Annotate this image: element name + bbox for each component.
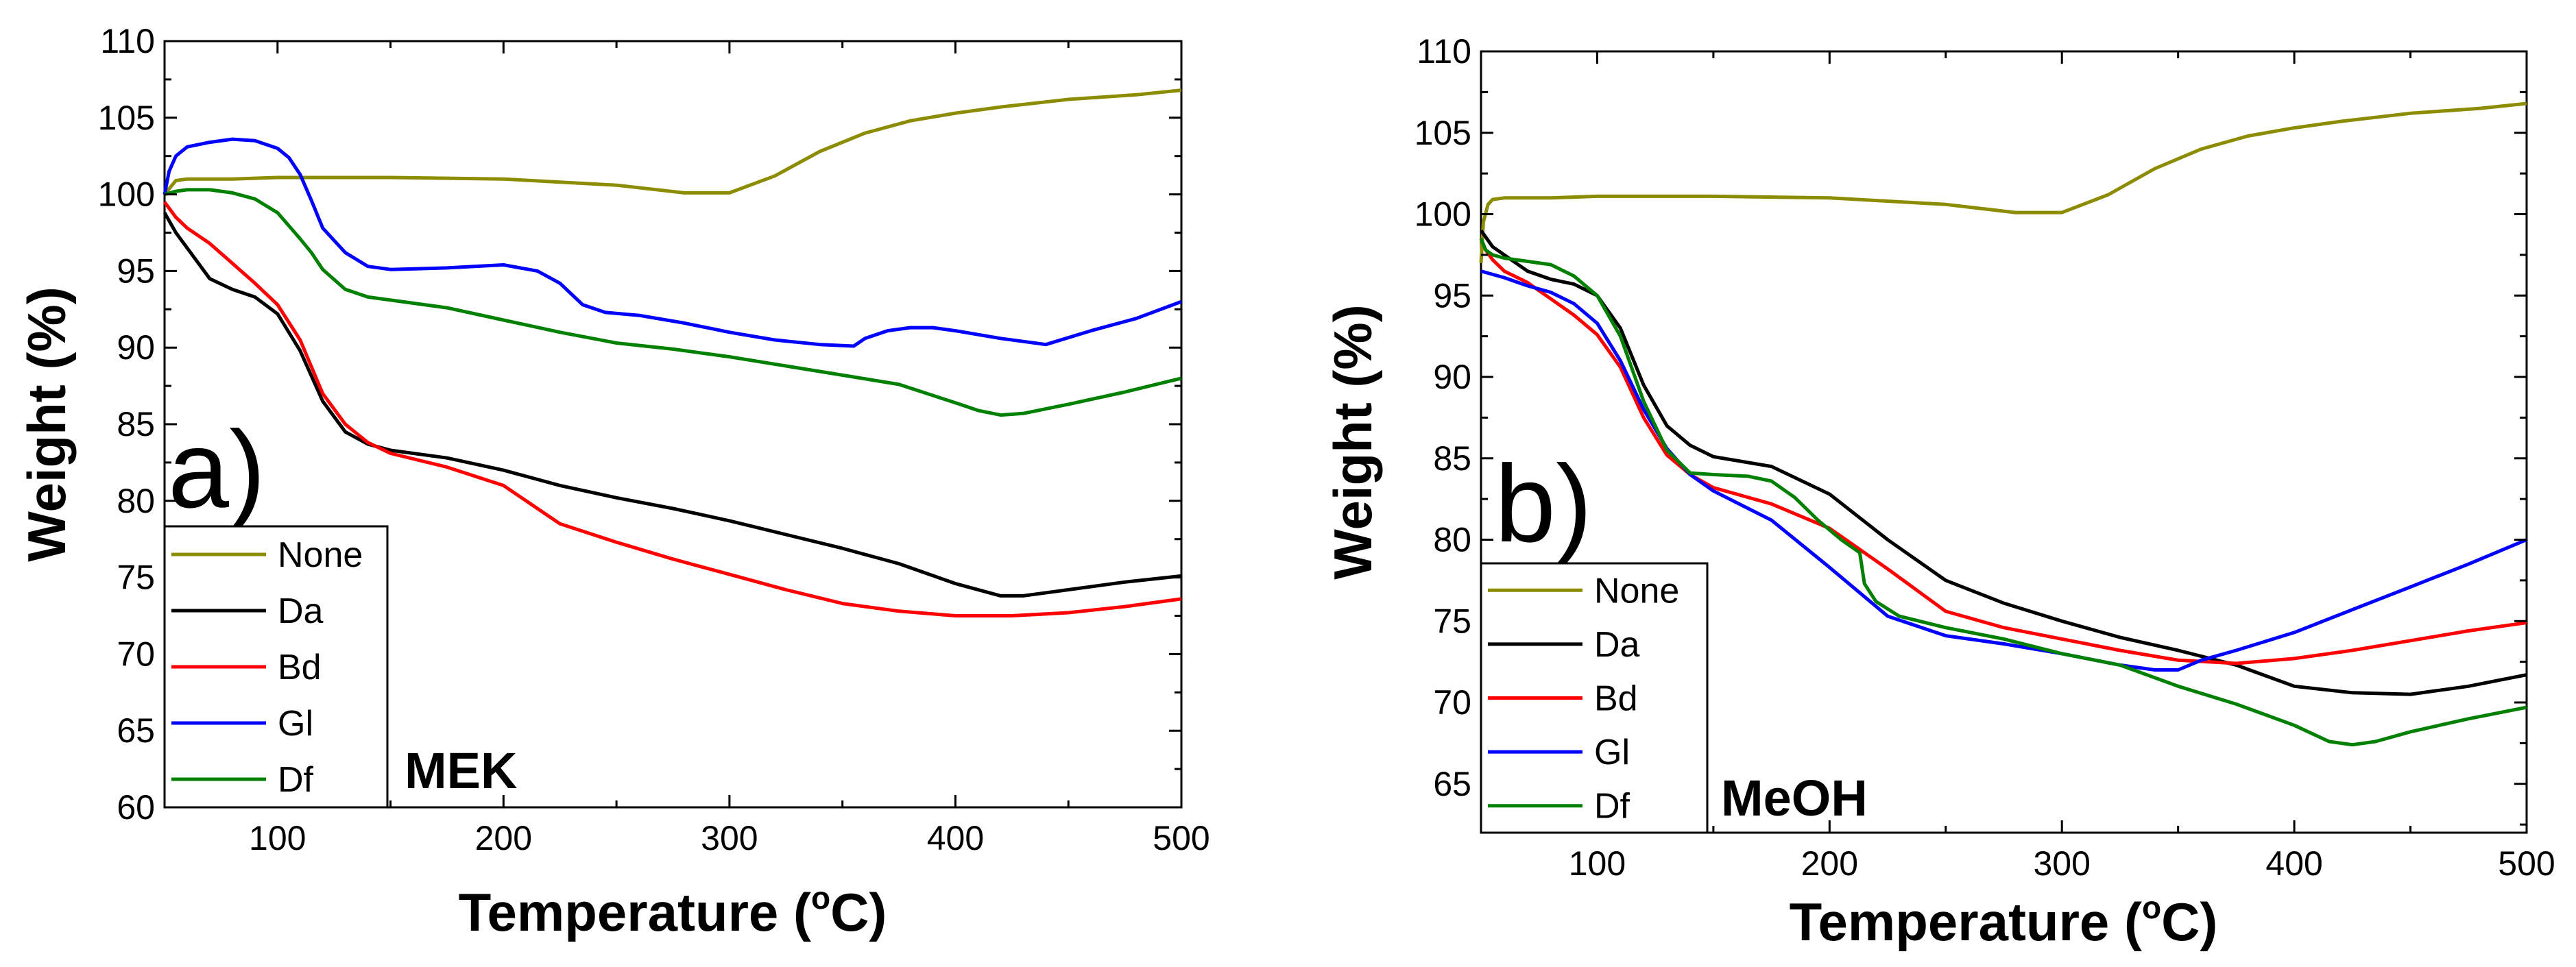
x-axis-title-degree: o [2142,890,2161,925]
y-tick-label: 60 [117,788,155,827]
y-tick-label: 100 [98,175,155,214]
solvent-label: MeOH [1721,770,1868,827]
y-tick-label: 85 [117,405,155,443]
x-axis-title-degree: o [811,880,830,916]
y-tick-label: 90 [1433,358,1471,396]
x-axis-title-unit: C) [2161,892,2217,952]
y-tick-label: 80 [117,482,155,520]
legend-label: Gl [278,704,313,744]
y-tick-label: 95 [117,252,155,290]
y-tick-label: 70 [117,635,155,673]
y-tick-label: 100 [1415,195,1471,234]
x-tick-label: 100 [249,819,306,857]
legend-label: Bd [278,648,322,687]
y-tick-label: 75 [117,559,155,597]
x-axis-title-main: Temperature ( [1790,892,2142,952]
y-tick-label: 85 [1433,439,1471,478]
legend-label: Da [1594,625,1640,665]
x-tick-label: 300 [701,819,758,857]
y-axis-title: Weight (%) [1323,304,1383,580]
x-tick-label: 400 [2265,844,2322,883]
y-tick-label: 80 [1433,521,1471,559]
x-axis-title: Temperature (oC) [459,880,887,942]
x-axis-title-unit: C) [830,882,887,942]
legend-label: Df [1594,787,1630,827]
panel-label: b) [1495,442,1592,565]
x-axis-title-main: Temperature ( [459,882,811,942]
plot-frame [1480,50,2528,834]
legend-label: Df [278,760,314,800]
x-tick-label: 500 [2498,844,2555,883]
x-tick-label: 300 [2034,844,2091,883]
solvent-label: MEK [405,742,517,799]
series-line-da [162,212,1182,598]
series-line-none [1479,101,2527,263]
y-tick-label: 110 [1417,32,1471,71]
series-line-none [163,88,1182,196]
series-line-gl [162,137,1182,348]
x-tick-label: 500 [1153,819,1209,857]
y-tick-label: 90 [117,328,155,367]
legend: None Da Bd Gl Df [163,525,389,809]
series-line-df [1479,238,2527,747]
y-tick-label: 70 [1433,683,1471,722]
y-tick-label: 110 [100,22,155,60]
y-tick-label: 105 [98,99,155,137]
y-tick-label: 65 [117,711,155,750]
legend-label: None [1594,571,1679,611]
x-axis-title: Temperature (oC) [1790,890,2218,952]
legend-label: None [278,535,363,575]
chart-panel-a: 100 200 300 400 500 60 65 70 75 80 85 90 95 100 105 110… [16,22,1210,942]
x-tick-label: 100 [1569,844,1626,883]
series-line-gl [1480,269,2527,672]
y-tick-label: 75 [1433,602,1471,640]
y-tick-label: 105 [1415,114,1471,152]
x-tick-label: 200 [475,819,532,857]
series-line-bd [162,201,1182,617]
legend: None Da Bd Gl Df [1480,562,1709,834]
legend-label: Bd [1594,679,1638,719]
y-axis-title: Weight (%) [16,286,77,562]
legend-label: Gl [1594,733,1630,772]
panel-label: a) [168,408,265,530]
y-tick-label: 65 [1433,765,1471,803]
chart-panel-b: 100 200 300 400 500 65 70 75 80 85 90 95 100 105 110 Te… [1323,32,2555,952]
legend-label: Da [278,591,324,631]
series-line-df [164,188,1182,417]
series-line-da [1479,229,2527,696]
y-tick-label: 95 [1433,276,1471,315]
x-tick-label: 400 [927,819,984,857]
x-tick-label: 200 [1801,844,1858,883]
